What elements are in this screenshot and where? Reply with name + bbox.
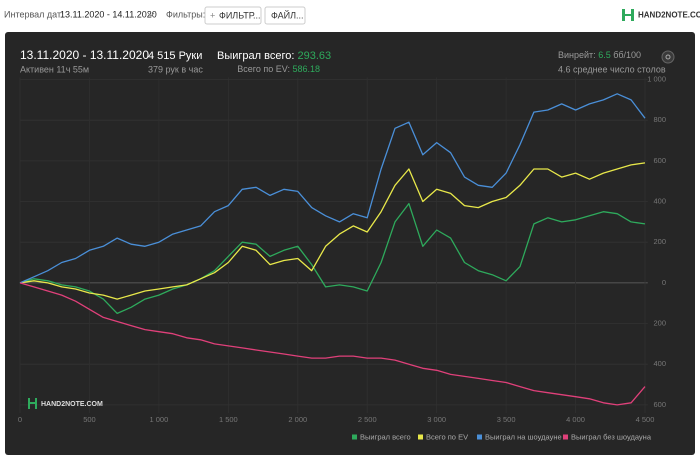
- x-tick-label: 2 500: [358, 415, 377, 424]
- x-tick-label: 1 500: [219, 415, 238, 424]
- legend-label: Выиграл всего: [360, 432, 411, 441]
- series-line: [19, 93, 646, 284]
- y-tick-label: 600: [653, 400, 666, 409]
- settings-button[interactable]: [661, 50, 675, 64]
- won-value: 293.63: [297, 50, 331, 62]
- watermark: HAND2NOTE.COM: [41, 401, 103, 408]
- y-tick-label: 400: [653, 359, 666, 368]
- legend-label: Выиграл без шоудауна: [571, 432, 652, 441]
- filter-button-label[interactable]: ФИЛЬТР...: [219, 10, 261, 20]
- filter-button[interactable]: [204, 6, 262, 25]
- ev-label: Всего по EV:: [237, 64, 290, 74]
- logo: HAND2NOTE.COM: [638, 11, 700, 20]
- y-tick-label: 1 000: [647, 75, 666, 84]
- won-label: Выиграл всего:: [217, 50, 294, 62]
- won-total: Выиграл всего: 293.63: [217, 50, 331, 62]
- legend-label: Выиграл на шоудауне: [485, 432, 562, 441]
- y-tick-label: 0: [662, 278, 666, 287]
- y-tick-label: 600: [653, 156, 666, 165]
- hands: 4 515 Руки: [148, 50, 202, 62]
- file-button[interactable]: [264, 6, 306, 25]
- file-button-label[interactable]: ФАЙЛ...: [271, 9, 304, 20]
- plot: 1 000 800 600 400 200 0 200 400 600 0 500 1 000 1 50…: [18, 75, 666, 442]
- x-tick-label: 4 500: [636, 415, 655, 424]
- y-tick-label: 400: [653, 197, 666, 206]
- watermark-icon: [28, 402, 37, 404]
- legend-swatch: [352, 434, 357, 440]
- winrate-unit: бб/100: [613, 50, 641, 60]
- x-tick-label: 2 000: [288, 415, 307, 424]
- ev-total: Всего по EV: 586.18: [237, 64, 320, 74]
- y-tick-label: 800: [653, 115, 666, 124]
- y-tick-label: 200: [653, 237, 666, 246]
- series-line: [19, 202, 646, 315]
- date-range[interactable]: 13.11.2020 - 14.11.2020: [60, 9, 157, 19]
- x-tick-label: 3 500: [497, 415, 516, 424]
- winrate-value: 6.5: [598, 50, 611, 60]
- winrate: Винрейт: 6.5 бб/100: [558, 50, 641, 60]
- series-line: [19, 282, 646, 406]
- tables: 4.6 среднее число столов: [558, 64, 666, 74]
- hands-per-hour: 379 рук в час: [148, 64, 203, 74]
- y-tick-label: 200: [653, 319, 666, 328]
- legend-label: Всего по EV: [426, 432, 468, 441]
- x-tick-label: 500: [83, 415, 96, 424]
- x-tick-label: 0: [18, 415, 22, 424]
- active-time: Активен 11ч 55м: [20, 64, 89, 74]
- date-label: Интервал дат:: [4, 9, 64, 19]
- legend-swatch: [563, 434, 568, 440]
- filters-label: Фильтры:: [166, 9, 205, 19]
- settings-icon[interactable]: [665, 54, 671, 60]
- winrate-label: Винрейт:: [558, 50, 596, 60]
- legend-swatch: [418, 434, 423, 440]
- x-tick-label: 3 000: [427, 415, 446, 424]
- logo-icon: [622, 14, 634, 16]
- dropdown-arrow[interactable]: [147, 12, 155, 17]
- plus-icon: +: [210, 10, 215, 20]
- series-line: [19, 162, 646, 300]
- legend-swatch: [477, 434, 482, 440]
- period: 13.11.2020 - 13.11.2020: [20, 48, 149, 62]
- x-tick-label: 4 000: [566, 415, 585, 424]
- x-tick-label: 1 000: [150, 415, 169, 424]
- ev-value: 586.18: [292, 64, 320, 74]
